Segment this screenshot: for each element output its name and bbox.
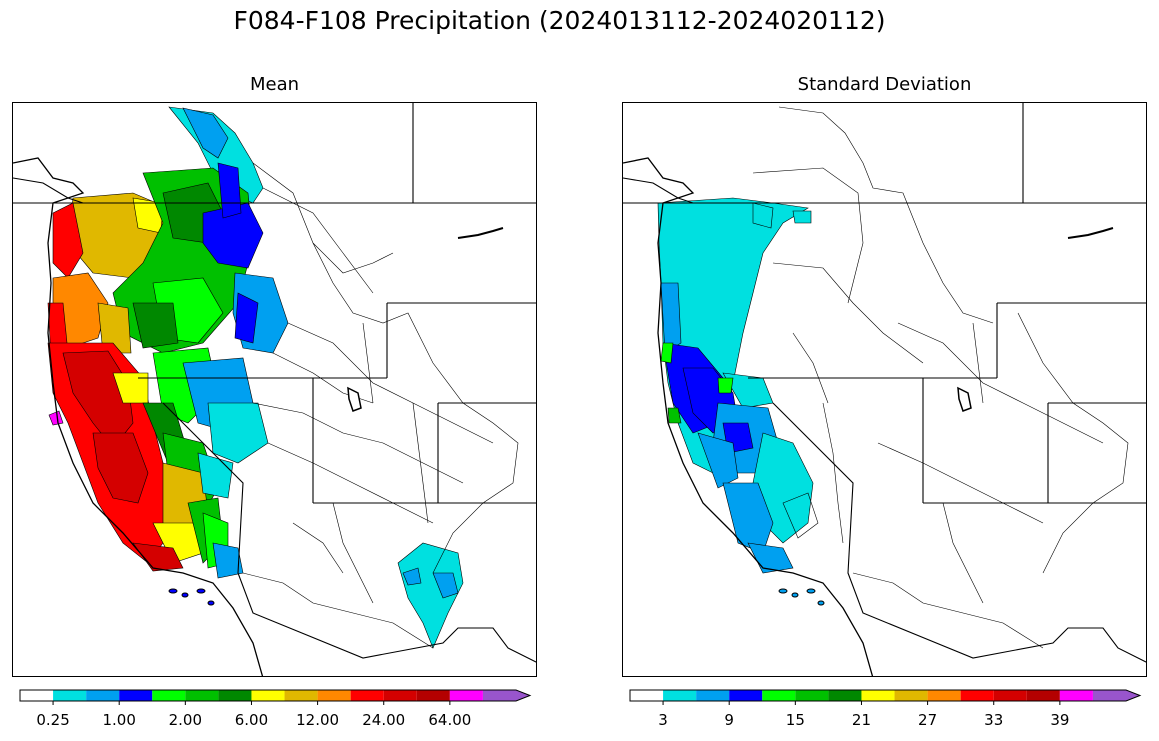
stddev-basin-outlines [752, 106, 1129, 649]
stddev-map-svg [623, 103, 1146, 676]
stddev-colorbar-segment [762, 690, 796, 701]
stddev-colorbar-segment [828, 690, 862, 701]
mean-lake-feature [457, 227, 504, 239]
mean-colorbar-segment [152, 690, 186, 701]
stddev-colorbar-segment [960, 690, 994, 701]
mean-colorbar-tick-label: 6.00 [234, 711, 269, 729]
stddev-colorbar-outline [629, 689, 1142, 702]
mean-colorbar-segment [317, 690, 351, 701]
mean-great-salt-lake [347, 386, 362, 412]
mean-map[interactable] [12, 102, 537, 677]
stddev-colorbar-segment [729, 690, 763, 701]
stddev-colorbar-tick-label: 9 [724, 711, 734, 729]
mean-colorbar-segment [482, 690, 530, 701]
mean-colorbar-segment [185, 690, 219, 701]
mean-colorbar-tick-label: 2.00 [168, 711, 203, 729]
mean-colorbar-tick-label: 12.00 [296, 711, 340, 729]
stddev-great-salt-lake [957, 386, 972, 412]
stddev-map[interactable] [622, 102, 1147, 677]
stddev-colorbar-segment [1026, 690, 1060, 701]
mean-colorbar-tick-label: 0.25 [36, 711, 70, 729]
stddev-colorbar-segment [1092, 690, 1140, 701]
stddev-colorbar-tick-label: 33 [984, 711, 1004, 729]
stddev-colorbar-segment [861, 690, 895, 701]
mean-colorbar-segment [416, 690, 450, 701]
mean-colorbar-segment [383, 690, 417, 701]
stddev-colorbar-segment [795, 690, 829, 701]
stddev-field [657, 197, 814, 574]
mean-colorbar-svg [19, 689, 532, 705]
mean-coastline [13, 157, 264, 676]
mean-colorbar-segment [350, 690, 384, 701]
mean-vancouver-island [13, 177, 84, 204]
mean-colorbar-segment [119, 690, 153, 701]
mean-colorbar-segment [218, 690, 252, 701]
stddev-colorbar-segment [696, 690, 730, 701]
mean-colorbar [19, 689, 532, 705]
mean-map-svg [13, 103, 536, 676]
mean-colorbar-segment [449, 690, 483, 701]
stddev-vancouver-island [623, 177, 694, 204]
stddev-colorbar-tick-label: 27 [918, 711, 938, 729]
mean-panel-title: Mean [249, 74, 300, 95]
mean-colorbar-segment [86, 690, 120, 701]
stddev-colorbar-segment [1059, 690, 1093, 701]
mean-colorbar-outline [19, 689, 532, 702]
mean-borders [13, 103, 536, 663]
mean-precip-field [47, 106, 464, 649]
stddev-colorbar-tick-label: 3 [658, 711, 668, 729]
mean-colorbar-segment [251, 690, 285, 701]
stddev-colorbar-segment [993, 690, 1027, 701]
figure-title: F084-F108 Precipitation (2024013112-2024… [233, 6, 886, 35]
stddev-colorbar-segment [630, 690, 664, 701]
stddev-channel-islands [778, 588, 825, 606]
stddev-borders [623, 103, 1146, 663]
stddev-panel-title: Standard Deviation [797, 74, 972, 95]
stddev-colorbar-segment [894, 690, 928, 701]
stddev-colorbar-tick-label: 21 [851, 711, 871, 729]
stddev-colorbar-tick-label: 15 [785, 711, 805, 729]
mean-colorbar-tick-label: 24.00 [362, 711, 406, 729]
mean-colorbar-segment [53, 690, 87, 701]
mean-colorbar-segment [20, 690, 54, 701]
stddev-colorbar-segment [663, 690, 697, 701]
mean-colorbar-segment [284, 690, 318, 701]
mean-colorbar-tick-label: 1.00 [102, 711, 136, 729]
mean-colorbar-tick-label: 64.00 [428, 711, 472, 729]
mean-channel-islands [168, 588, 215, 606]
stddev-coastline [623, 157, 874, 676]
stddev-colorbar-tick-label: 39 [1050, 711, 1070, 729]
stddev-colorbar-segment [927, 690, 961, 701]
stddev-colorbar [629, 689, 1142, 705]
stddev-lake-feature [1067, 227, 1114, 239]
stddev-colorbar-svg [629, 689, 1142, 705]
